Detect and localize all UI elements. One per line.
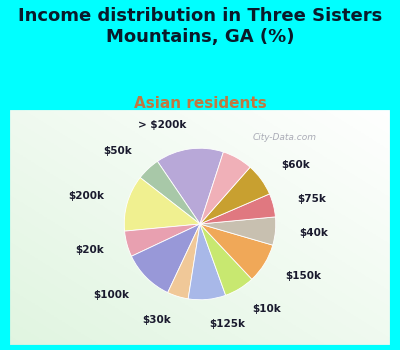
- Wedge shape: [200, 194, 276, 224]
- Text: Asian residents: Asian residents: [134, 96, 266, 111]
- Text: $10k: $10k: [252, 304, 281, 314]
- Text: $60k: $60k: [281, 160, 310, 170]
- Text: $50k: $50k: [103, 146, 132, 156]
- Wedge shape: [200, 217, 276, 245]
- Text: $20k: $20k: [75, 245, 104, 256]
- Wedge shape: [188, 224, 226, 300]
- Wedge shape: [124, 224, 200, 256]
- Text: $40k: $40k: [300, 229, 328, 238]
- Text: $150k: $150k: [285, 271, 321, 281]
- Wedge shape: [140, 161, 200, 224]
- Wedge shape: [158, 148, 224, 224]
- Wedge shape: [124, 177, 200, 231]
- Text: $30k: $30k: [142, 315, 170, 324]
- Wedge shape: [200, 167, 270, 224]
- Wedge shape: [200, 224, 273, 279]
- Text: $200k: $200k: [68, 191, 104, 201]
- Text: Income distribution in Three Sisters
Mountains, GA (%): Income distribution in Three Sisters Mou…: [18, 7, 382, 46]
- Wedge shape: [200, 224, 252, 295]
- Wedge shape: [132, 224, 200, 293]
- Wedge shape: [200, 152, 250, 224]
- Wedge shape: [168, 224, 200, 299]
- Text: > $200k: > $200k: [138, 120, 186, 130]
- Text: $125k: $125k: [210, 318, 246, 329]
- Text: City-Data.com: City-Data.com: [252, 133, 316, 141]
- Text: $75k: $75k: [297, 194, 326, 204]
- Text: $100k: $100k: [93, 290, 129, 300]
